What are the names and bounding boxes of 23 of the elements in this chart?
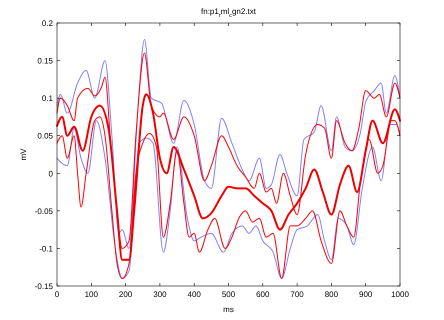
x-tick-label: 1000 (391, 290, 410, 299)
y-axis-title: mV (19, 148, 28, 160)
y-tick-label: -0.05 (34, 206, 54, 216)
x-tick-label: 0 (54, 290, 60, 299)
x-tick-label: 500 (222, 290, 236, 299)
y-tick-label: 0.1 (42, 94, 54, 104)
y-tick-label: 0 (48, 169, 54, 178)
x-tick-label: 800 (324, 290, 339, 299)
y-tick-label: 0.15 (37, 56, 54, 66)
x-tick-label: 400 (188, 290, 202, 299)
x-tick-label: 100 (84, 290, 99, 299)
x-axis-title: ms (223, 305, 234, 314)
y-tick-label: 0.2 (42, 19, 54, 28)
x-tick-label: 900 (359, 290, 373, 299)
y-tick-label: -0.15 (34, 282, 54, 291)
line-series (56, 93, 401, 261)
x-tick-label: 700 (290, 290, 304, 299)
chart-title: fn:p1$_{r}$ml$_{c}$gn2.txt (201, 7, 257, 19)
x-tick-label: 200 (118, 290, 133, 299)
y-tick-label: -0.1 (39, 244, 54, 254)
x-tick-label: 300 (153, 290, 168, 299)
x-tick-label: 600 (256, 290, 270, 299)
y-tick-label: 0.05 (37, 132, 54, 141)
